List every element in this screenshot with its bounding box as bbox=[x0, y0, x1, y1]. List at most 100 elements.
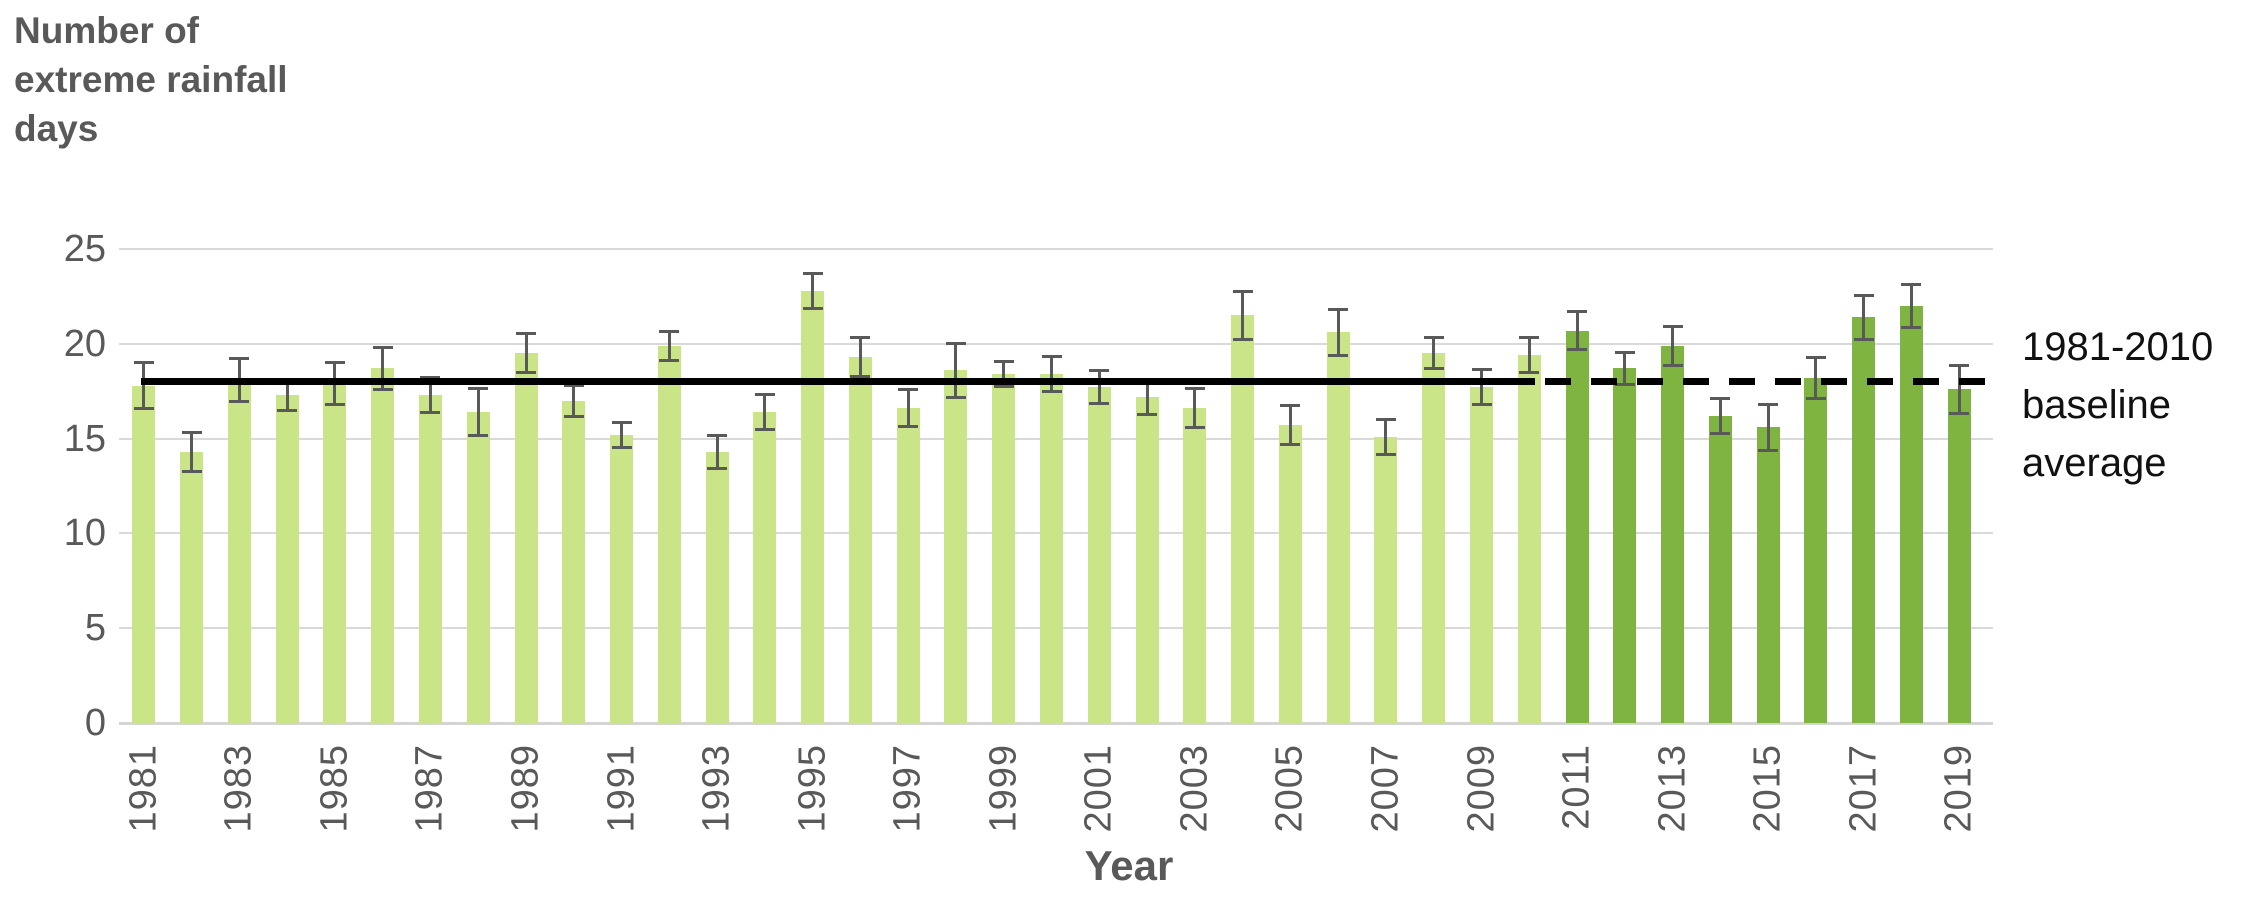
bar-2014 bbox=[1708, 415, 1732, 723]
baseline-annotation-line-1: 1981-2010 bbox=[2022, 325, 2214, 369]
error-bar-cap-top-2019 bbox=[1949, 363, 1970, 367]
bar-1995 bbox=[801, 290, 825, 723]
error-bar-cap-bottom-1988 bbox=[468, 433, 489, 437]
bar-2016 bbox=[1804, 377, 1828, 723]
error-bar-1984 bbox=[285, 377, 289, 413]
error-bar-cap-top-1994 bbox=[754, 393, 775, 397]
error-bar-cap-top-2010 bbox=[1519, 336, 1540, 340]
error-bar-1992 bbox=[667, 329, 671, 362]
error-bar-1981 bbox=[142, 360, 146, 411]
x-axis-label-1991: 1991 bbox=[600, 744, 643, 833]
error-bar-cap-bottom-1998 bbox=[945, 395, 966, 399]
x-axis-label-1985: 1985 bbox=[313, 744, 356, 833]
error-bar-cap-top-1992 bbox=[659, 329, 680, 333]
error-bar-2018 bbox=[1909, 283, 1913, 329]
error-bar-cap-bottom-1997 bbox=[898, 425, 919, 429]
bar-2010 bbox=[1517, 355, 1541, 723]
error-bar-2017 bbox=[1862, 293, 1866, 341]
error-bar-1998 bbox=[954, 341, 958, 399]
x-axis-label-1995: 1995 bbox=[791, 744, 834, 833]
bar-1981 bbox=[132, 385, 156, 723]
error-bar-cap-bottom-2015 bbox=[1758, 448, 1779, 452]
error-bar-cap-bottom-1990 bbox=[563, 414, 584, 418]
bar-1999 bbox=[992, 374, 1016, 723]
x-axis-label-1981: 1981 bbox=[122, 744, 165, 833]
error-bar-cap-top-2009 bbox=[1471, 368, 1492, 372]
error-bar-2015 bbox=[1766, 402, 1770, 452]
error-bar-2006 bbox=[1336, 307, 1340, 358]
bar-2005 bbox=[1278, 425, 1302, 723]
error-bar-cap-top-2008 bbox=[1423, 336, 1444, 340]
error-bar-1993 bbox=[715, 433, 719, 470]
error-bar-cap-top-2004 bbox=[1232, 289, 1253, 293]
bar-2009 bbox=[1470, 387, 1493, 723]
y-axis-tick-25: 25 bbox=[63, 228, 106, 270]
bar-2000 bbox=[1040, 374, 1064, 723]
error-bar-2012 bbox=[1623, 351, 1627, 386]
chart-title-line-3: days bbox=[14, 108, 99, 149]
bar-2003 bbox=[1183, 408, 1207, 723]
gridline-20 bbox=[119, 342, 1993, 345]
error-bar-cap-bottom-2018 bbox=[1901, 325, 1922, 329]
error-bar-cap-bottom-1989 bbox=[516, 371, 536, 375]
baseline-solid-line bbox=[141, 378, 1535, 386]
x-axis-title: Year bbox=[1084, 842, 1174, 889]
error-bar-cap-top-1985 bbox=[324, 360, 345, 364]
x-axis-label-2005: 2005 bbox=[1268, 744, 1311, 833]
error-bar-1987 bbox=[428, 376, 432, 414]
error-bar-cap-bottom-2014 bbox=[1710, 431, 1731, 435]
error-bar-cap-bottom-1986 bbox=[372, 388, 393, 392]
bar-1997 bbox=[896, 408, 920, 723]
error-bar-cap-bottom-2011 bbox=[1567, 348, 1588, 352]
x-axis-label-2001: 2001 bbox=[1077, 744, 1120, 833]
bar-1983 bbox=[227, 379, 251, 723]
x-axis-label-2015: 2015 bbox=[1746, 744, 1789, 833]
error-bar-cap-top-1996 bbox=[850, 336, 871, 340]
error-bar-cap-bottom-2016 bbox=[1805, 396, 1826, 400]
error-bar-cap-bottom-2019 bbox=[1949, 411, 1970, 415]
x-axis-label-1989: 1989 bbox=[504, 744, 547, 833]
error-bar-2019 bbox=[1957, 363, 1961, 415]
bar-2012 bbox=[1613, 368, 1637, 723]
error-bar-cap-top-1991 bbox=[611, 420, 632, 424]
error-bar-cap-top-1999 bbox=[993, 359, 1014, 363]
error-bar-2008 bbox=[1432, 336, 1436, 371]
error-bar-cap-bottom-1996 bbox=[850, 374, 871, 378]
x-axis-label-2009: 2009 bbox=[1460, 744, 1502, 833]
error-bar-cap-bottom-2001 bbox=[1089, 402, 1110, 406]
error-bar-cap-bottom-1981 bbox=[133, 407, 154, 411]
y-axis-tick-10: 10 bbox=[63, 512, 106, 555]
error-bar-2013 bbox=[1671, 324, 1675, 367]
error-bar-2004 bbox=[1241, 289, 1245, 341]
bar-2019 bbox=[1947, 389, 1971, 723]
error-bar-cap-bottom-2006 bbox=[1328, 354, 1349, 358]
bar-1996 bbox=[848, 357, 872, 723]
bar-1987 bbox=[418, 394, 442, 723]
error-bar-cap-top-1997 bbox=[898, 388, 919, 392]
error-bar-cap-top-2000 bbox=[1041, 355, 1062, 359]
error-bar-cap-top-1993 bbox=[707, 433, 728, 437]
error-bar-1991 bbox=[620, 420, 624, 450]
baseline-annotation-line-3: average bbox=[2022, 441, 2167, 485]
x-axis-label-1987: 1987 bbox=[408, 744, 451, 833]
bar-1988 bbox=[466, 412, 490, 723]
error-bar-1997 bbox=[906, 388, 910, 429]
error-bar-cap-top-1983 bbox=[229, 357, 250, 361]
error-bar-cap-top-1998 bbox=[945, 341, 966, 345]
x-axis-label-2017: 2017 bbox=[1842, 744, 1885, 833]
error-bar-1996 bbox=[858, 336, 862, 378]
error-bar-cap-top-2014 bbox=[1710, 396, 1731, 400]
error-bar-cap-bottom-2000 bbox=[1041, 390, 1062, 394]
bar-2001 bbox=[1087, 387, 1111, 723]
error-bar-2007 bbox=[1384, 417, 1388, 456]
error-bar-1995 bbox=[811, 271, 815, 310]
bar-1982 bbox=[180, 451, 204, 723]
error-bar-cap-top-1988 bbox=[468, 387, 489, 391]
baseline-annotation: 1981-2010 baseline average bbox=[2022, 318, 2262, 492]
error-bar-cap-bottom-2017 bbox=[1853, 337, 1874, 341]
error-bar-2010 bbox=[1527, 336, 1531, 375]
error-bar-cap-top-2017 bbox=[1853, 293, 1874, 297]
error-bar-2014 bbox=[1718, 396, 1722, 435]
error-bar-cap-top-1989 bbox=[516, 332, 536, 336]
